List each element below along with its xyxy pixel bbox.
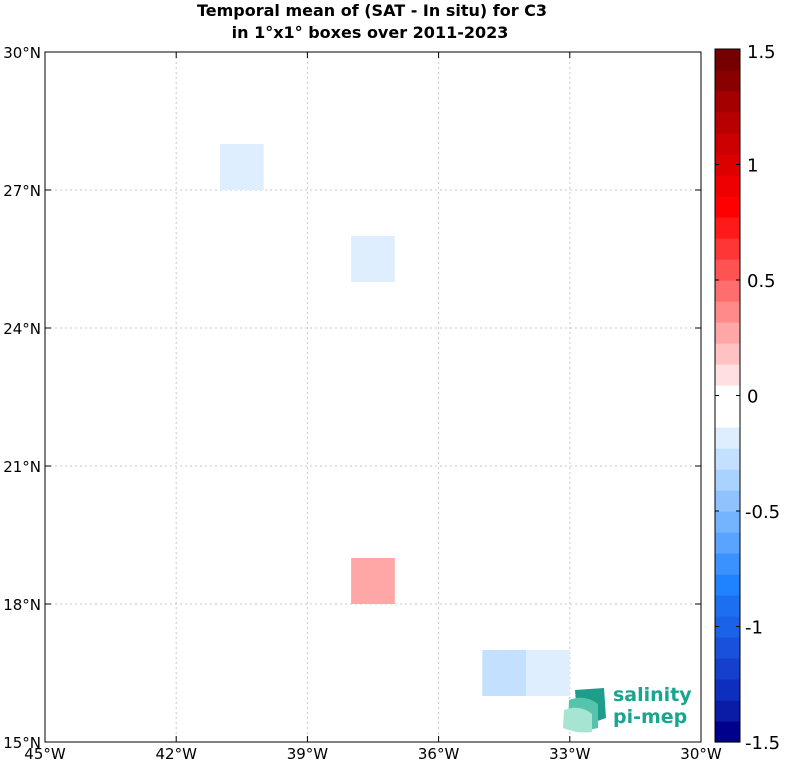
colorbar-ticks: 1.5 1 0.5 0 -0.5 -1 -1.5	[715, 42, 780, 754]
logo-line-2: pi-mep	[613, 706, 687, 728]
colorbar-segment	[715, 490, 740, 512]
colorbar-segment	[715, 511, 740, 533]
y-tick-label: 21°N	[3, 458, 41, 476]
colorbar-segment	[715, 427, 740, 449]
colorbar-segment	[715, 49, 740, 71]
colorbar-tick-label: -1	[745, 618, 763, 639]
y-tick-label: 27°N	[3, 182, 41, 200]
colorbar-segment	[715, 364, 740, 386]
colorbar-segment	[715, 91, 740, 113]
colorbar-segment	[715, 532, 740, 554]
data-cell	[219, 144, 264, 190]
colorbar-tick-label: -1.5	[745, 733, 780, 754]
x-tick-label: 42°W	[155, 745, 197, 763]
colorbar-tick-label: -0.5	[745, 502, 780, 523]
x-axis-ticks: 45°W 42°W 39°W 36°W 33°W 30°W	[24, 52, 722, 763]
chart-title: Temporal mean of (SAT - In situ) for C3	[197, 1, 547, 20]
colorbar-segment	[715, 637, 740, 659]
colorbar-segment	[715, 679, 740, 701]
colorbar-segment	[715, 595, 740, 617]
colorbar-segment	[715, 280, 740, 302]
x-tick-label: 33°W	[549, 745, 591, 763]
colorbar-segment	[715, 196, 740, 218]
y-tick-label: 24°N	[3, 320, 41, 338]
data-cells	[219, 144, 570, 696]
colorbar-segment	[715, 322, 740, 344]
logo-line-1: salinity	[613, 684, 692, 706]
gridlines	[45, 52, 701, 742]
logo-wave-icon	[563, 688, 606, 733]
colorbar-segment	[715, 175, 740, 197]
data-cell	[351, 236, 395, 282]
colorbar-tick-label: 0	[747, 387, 758, 408]
map-plot-area: 45°W 42°W 39°W 36°W 33°W 30°W 15°N 18°N 21°N 24°…	[3, 44, 722, 763]
colorbar-segment	[715, 553, 740, 575]
colorbar-segment	[715, 112, 740, 134]
y-tick-label: 18°N	[3, 596, 41, 614]
salinity-pimep-logo: salinity pi-mep	[563, 684, 692, 733]
colorbar-segment	[715, 217, 740, 239]
colorbar	[714, 48, 741, 743]
colorbar-segment	[715, 406, 740, 428]
colorbar-segment	[715, 301, 740, 323]
x-tick-label: 36°W	[418, 745, 460, 763]
colorbar-segment	[715, 343, 740, 365]
colorbar-segment	[715, 700, 740, 722]
colorbar-segment	[715, 448, 740, 470]
colorbar-segment	[715, 238, 740, 260]
colorbar-segment	[715, 133, 740, 155]
colorbar-segment	[715, 616, 740, 638]
y-tick-label: 15°N	[3, 734, 41, 752]
colorbar-segment	[715, 70, 740, 92]
colorbar-tick-label: 0.5	[747, 271, 776, 292]
x-tick-label: 39°W	[287, 745, 329, 763]
map-frame	[44, 51, 702, 743]
chart-subtitle: in 1°x1° boxes over 2011-2023	[232, 23, 509, 42]
colorbar-segment	[715, 385, 740, 407]
colorbar-tick-label: 1	[747, 156, 758, 177]
x-tick-label: 30°W	[680, 745, 722, 763]
y-axis-ticks: 15°N 18°N 21°N 24°N 27°N 30°N	[3, 44, 701, 752]
colorbar-tick-label: 1.5	[747, 42, 776, 63]
colorbar-segment	[715, 658, 740, 680]
map-background	[45, 52, 701, 742]
colorbar-segment	[715, 721, 740, 743]
colorbar-segment	[715, 469, 740, 491]
y-tick-label: 30°N	[3, 44, 41, 62]
colorbar-segment	[715, 154, 740, 176]
x-tick-label: 45°W	[24, 745, 66, 763]
colorbar-segment	[715, 574, 740, 596]
data-cell	[351, 558, 395, 604]
colorbar-segment	[715, 259, 740, 281]
data-cell	[482, 650, 527, 696]
data-cell	[526, 650, 570, 696]
